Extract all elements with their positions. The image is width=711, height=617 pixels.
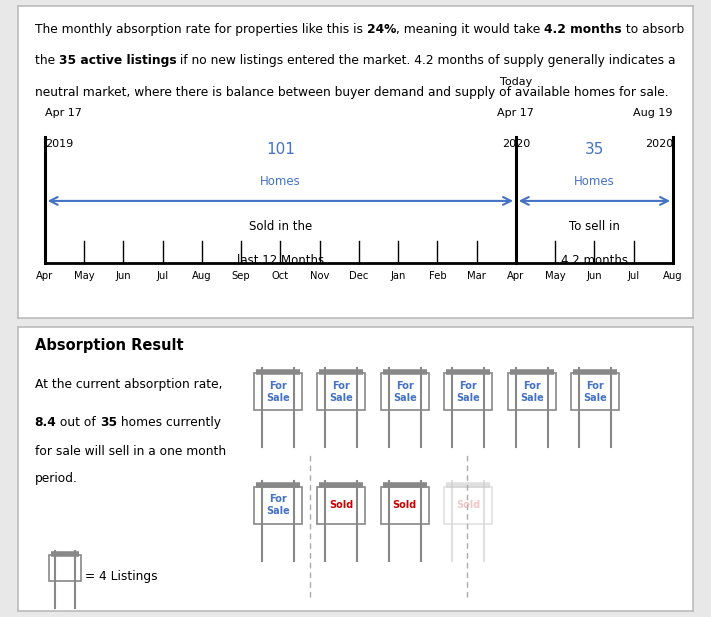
FancyBboxPatch shape (50, 555, 80, 581)
Text: period.: period. (35, 472, 77, 485)
Text: Aug 19: Aug 19 (634, 109, 673, 118)
Text: Jun: Jun (115, 271, 131, 281)
FancyBboxPatch shape (317, 487, 365, 524)
Text: 24%: 24% (367, 23, 396, 36)
Text: Jul: Jul (156, 271, 169, 281)
Text: May: May (545, 271, 565, 281)
Text: out of: out of (56, 416, 100, 429)
Text: Sold: Sold (456, 500, 481, 510)
FancyBboxPatch shape (571, 373, 619, 410)
FancyBboxPatch shape (254, 487, 302, 524)
Text: For
Sale: For Sale (266, 494, 289, 516)
Text: For
Sale: For Sale (584, 381, 607, 402)
Text: Aug: Aug (663, 271, 683, 281)
Text: The monthly absorption rate for properties like this is: The monthly absorption rate for properti… (35, 23, 367, 36)
Text: Oct: Oct (272, 271, 289, 281)
Text: Mar: Mar (467, 271, 486, 281)
Text: 2020: 2020 (502, 139, 530, 149)
Text: Jan: Jan (390, 271, 406, 281)
Text: Jun: Jun (587, 271, 602, 281)
Text: 4.2 months: 4.2 months (561, 254, 628, 267)
FancyBboxPatch shape (508, 373, 556, 410)
Text: the: the (35, 54, 59, 67)
Text: Aug: Aug (192, 271, 212, 281)
Text: Apr: Apr (507, 271, 525, 281)
Text: Sold in the: Sold in the (249, 220, 312, 233)
Text: For
Sale: For Sale (329, 381, 353, 402)
Text: Sold: Sold (392, 500, 417, 510)
Text: Apr 17: Apr 17 (498, 109, 535, 118)
Text: last 12 Months: last 12 Months (237, 254, 324, 267)
Text: Apr: Apr (36, 271, 53, 281)
Text: May: May (74, 271, 95, 281)
Text: 35: 35 (100, 416, 117, 429)
Text: Today: Today (500, 77, 532, 87)
Text: For
Sale: For Sale (393, 381, 417, 402)
Text: Sold: Sold (329, 500, 353, 510)
Text: homes currently: homes currently (117, 416, 221, 429)
Text: Feb: Feb (429, 271, 447, 281)
Text: For
Sale: For Sale (520, 381, 544, 402)
Text: neutral market, where there is balance between buyer demand and supply of availa: neutral market, where there is balance b… (35, 86, 668, 99)
Text: At the current absorption rate,: At the current absorption rate, (35, 378, 222, 391)
Text: , meaning it would take: , meaning it would take (396, 23, 544, 36)
Text: 35 active listings: 35 active listings (59, 54, 176, 67)
Text: if no new listings entered the market. 4.2 months of supply generally indicates : if no new listings entered the market. 4… (176, 54, 675, 67)
Text: Apr 17: Apr 17 (45, 109, 82, 118)
Text: To sell in: To sell in (569, 220, 620, 233)
Text: Dec: Dec (349, 271, 368, 281)
Text: Absorption Result: Absorption Result (35, 338, 183, 354)
FancyBboxPatch shape (317, 373, 365, 410)
Text: Jul: Jul (628, 271, 640, 281)
FancyBboxPatch shape (444, 373, 493, 410)
Text: 2019: 2019 (45, 139, 73, 149)
Text: 8.4: 8.4 (35, 416, 56, 429)
Text: Homes: Homes (574, 175, 615, 188)
FancyBboxPatch shape (380, 373, 429, 410)
Text: 35: 35 (584, 143, 604, 157)
Text: 4.2 months: 4.2 months (544, 23, 621, 36)
Text: Sep: Sep (232, 271, 250, 281)
FancyBboxPatch shape (254, 373, 302, 410)
Text: For
Sale: For Sale (266, 381, 289, 402)
Text: Homes: Homes (260, 175, 301, 188)
Text: Nov: Nov (310, 271, 329, 281)
Text: For
Sale: For Sale (456, 381, 480, 402)
Text: to absorb: to absorb (621, 23, 684, 36)
Text: for sale will sell in a one month: for sale will sell in a one month (35, 445, 226, 458)
Text: 101: 101 (266, 143, 295, 157)
Text: = 4 Listings: = 4 Listings (85, 570, 158, 583)
Text: 2020: 2020 (645, 139, 673, 149)
FancyBboxPatch shape (444, 487, 493, 524)
FancyBboxPatch shape (380, 487, 429, 524)
